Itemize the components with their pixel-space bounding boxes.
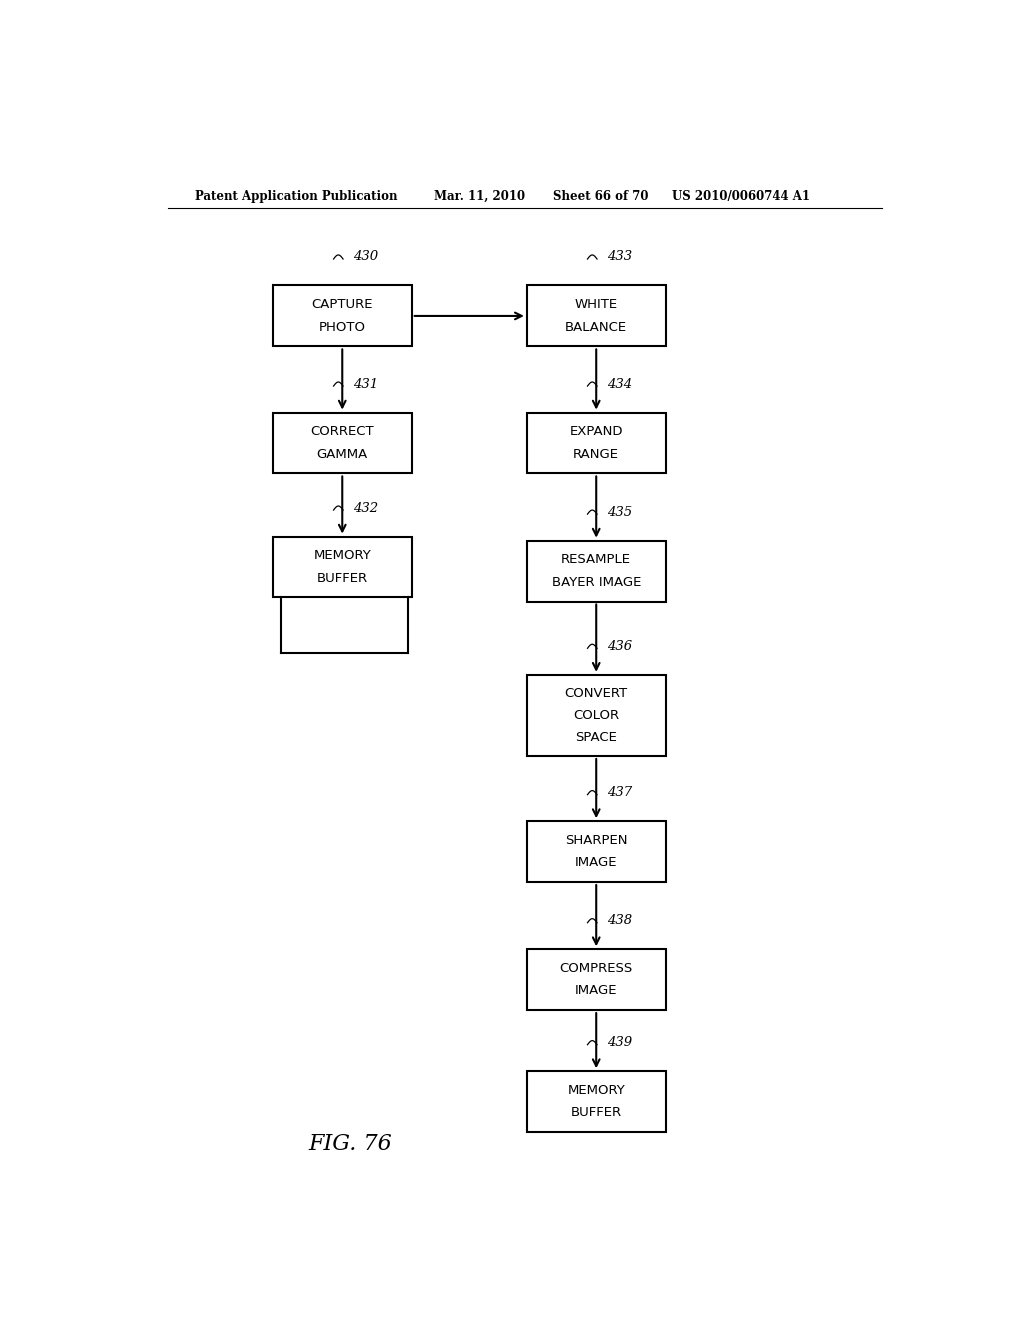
Text: 435: 435 (607, 506, 633, 519)
Text: MEMORY: MEMORY (313, 549, 371, 562)
Text: FIG. 76: FIG. 76 (308, 1134, 392, 1155)
Text: BALANCE: BALANCE (565, 321, 628, 334)
Text: SPACE: SPACE (575, 731, 617, 744)
Text: BAYER IMAGE: BAYER IMAGE (552, 576, 641, 589)
Bar (272, 285, 412, 346)
Text: 434: 434 (607, 378, 633, 391)
Bar (272, 413, 412, 474)
Bar (526, 675, 666, 756)
Text: MEMORY: MEMORY (567, 1084, 625, 1097)
Bar (526, 285, 666, 346)
Bar (526, 413, 666, 474)
Text: 437: 437 (607, 787, 633, 799)
Text: GAMMA: GAMMA (316, 447, 368, 461)
Text: PHOTO: PHOTO (318, 321, 366, 334)
Text: COMPRESS: COMPRESS (559, 962, 633, 975)
Text: CONVERT: CONVERT (564, 686, 628, 700)
Text: 439: 439 (607, 1036, 633, 1049)
Text: Sheet 66 of 70: Sheet 66 of 70 (553, 190, 648, 202)
Text: SHARPEN: SHARPEN (565, 834, 628, 847)
Bar (526, 541, 666, 602)
Text: 431: 431 (353, 378, 379, 391)
Text: COLOR: COLOR (573, 709, 620, 722)
Text: US 2010/0060744 A1: US 2010/0060744 A1 (672, 190, 810, 202)
Text: WHITE: WHITE (574, 298, 617, 312)
Text: 430: 430 (353, 251, 379, 264)
Text: BUFFER: BUFFER (316, 572, 368, 585)
Bar (526, 949, 666, 1010)
Bar (526, 821, 666, 882)
Text: 432: 432 (353, 502, 379, 515)
Text: 433: 433 (607, 251, 633, 264)
Text: 438: 438 (607, 915, 633, 927)
Text: RANGE: RANGE (573, 447, 620, 461)
Text: EXPAND: EXPAND (569, 425, 623, 438)
Text: CAPTURE: CAPTURE (311, 298, 373, 312)
Text: IMAGE: IMAGE (574, 985, 617, 998)
Text: CORRECT: CORRECT (310, 425, 374, 438)
Bar (526, 1071, 666, 1133)
Text: 436: 436 (607, 640, 633, 653)
Bar (272, 536, 412, 598)
Text: Patent Application Publication: Patent Application Publication (196, 190, 398, 202)
Text: RESAMPLE: RESAMPLE (561, 553, 631, 566)
Text: BUFFER: BUFFER (570, 1106, 622, 1119)
Text: Mar. 11, 2010: Mar. 11, 2010 (433, 190, 524, 202)
Text: IMAGE: IMAGE (574, 857, 617, 870)
